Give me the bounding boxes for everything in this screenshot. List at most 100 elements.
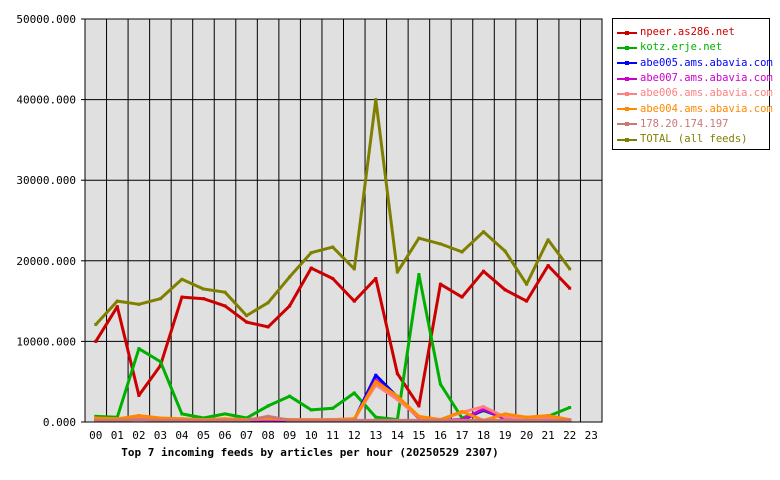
x-tick-label: 15: [412, 429, 425, 442]
data-point: [568, 418, 572, 422]
y-tick-label: 50000.000: [16, 13, 76, 26]
legend-item: TOTAL (all feeds): [617, 132, 769, 147]
data-point: [352, 391, 356, 395]
x-tick-label: 03: [154, 429, 167, 442]
data-point: [374, 378, 378, 382]
x-axis-ticks: 00 01 02 03 04 05 06 07 08 09 10 11 12 13 14 15 16 17 18 19…: [89, 429, 598, 442]
y-tick-label: 10000.000: [16, 335, 76, 348]
data-point: [352, 267, 356, 271]
data-point: [503, 415, 507, 419]
data-point: [309, 251, 313, 255]
x-tick-label: 13: [369, 429, 382, 442]
data-point: [94, 322, 98, 326]
data-point: [331, 245, 335, 249]
data-point: [266, 325, 270, 329]
data-point: [180, 417, 184, 421]
legend-item: abe007.ams.abavia.com: [617, 71, 773, 86]
series-group: [94, 264, 572, 408]
data-point: [374, 277, 378, 281]
data-point: [137, 415, 141, 419]
data-point: [223, 418, 227, 422]
data-point: [115, 305, 119, 309]
data-point: [482, 230, 486, 234]
data-point: [395, 397, 399, 401]
x-tick-label: 04: [175, 429, 189, 442]
data-point: [94, 416, 98, 420]
legend-label: kotz.erje.net: [640, 41, 723, 54]
x-tick-label: 10: [305, 429, 318, 442]
data-point: [331, 406, 335, 410]
data-point: [288, 304, 292, 308]
legend-swatch: [617, 89, 637, 99]
data-point: [180, 277, 184, 281]
y-tick-label: 20000.000: [16, 255, 76, 268]
data-point: [158, 418, 162, 422]
data-point: [395, 394, 399, 398]
data-point: [288, 418, 292, 422]
data-point: [417, 404, 421, 408]
data-point: [460, 418, 464, 422]
x-tick-label: 02: [132, 429, 145, 442]
data-point: [568, 405, 572, 409]
data-point: [374, 415, 378, 419]
data-point: [352, 417, 356, 421]
legend-item: kotz.erje.net: [617, 40, 769, 55]
data-point: [482, 405, 486, 409]
data-point: [417, 236, 421, 240]
legend-swatch: [617, 58, 637, 68]
data-point: [201, 418, 205, 422]
data-point: [266, 301, 270, 305]
data-point: [417, 414, 421, 418]
data-point: [395, 418, 399, 422]
data-point: [503, 288, 507, 292]
x-tick-label: 16: [434, 429, 447, 442]
y-tick-label: 30000.000: [16, 174, 76, 187]
data-point: [352, 299, 356, 303]
data-point: [158, 416, 162, 420]
x-tick-label: 08: [261, 429, 274, 442]
data-point: [503, 249, 507, 253]
data-point: [158, 360, 162, 364]
data-point: [331, 418, 335, 422]
legend-swatch: [617, 74, 637, 84]
y-tick-label: 0.000: [43, 416, 76, 429]
data-point: [115, 417, 119, 421]
x-tick-label: 09: [283, 429, 296, 442]
data-point: [223, 412, 227, 416]
data-point: [245, 320, 249, 324]
legend-label: npeer.as286.net: [640, 26, 735, 39]
data-point: [525, 418, 529, 422]
data-point: [417, 273, 421, 277]
data-point: [137, 347, 141, 351]
legend-item: abe006.ams.abavia.com: [617, 86, 773, 101]
data-point: [180, 418, 184, 422]
x-tick-label: 05: [197, 429, 210, 442]
data-point: [438, 382, 442, 386]
data-point: [223, 304, 227, 308]
data-point: [503, 412, 507, 416]
x-tick-label: 00: [89, 429, 102, 442]
data-point: [546, 418, 550, 422]
data-point: [266, 416, 270, 420]
data-point: [201, 416, 205, 420]
data-point: [266, 414, 270, 418]
x-tick-label: 20: [520, 429, 533, 442]
legend-item: abe004.ams.abavia.com: [617, 101, 773, 116]
legend-swatch: [617, 135, 637, 145]
data-point: [525, 299, 529, 303]
data-point: [374, 380, 378, 384]
data-point: [158, 297, 162, 301]
data-point: [503, 417, 507, 421]
data-point: [223, 417, 227, 421]
data-point: [546, 264, 550, 268]
data-point: [137, 302, 141, 306]
x-tick-label: 06: [218, 429, 231, 442]
data-point: [245, 314, 249, 318]
series-group: [94, 98, 572, 326]
x-tick-label: 14: [391, 429, 405, 442]
data-point: [374, 98, 378, 102]
data-point: [180, 412, 184, 416]
data-point: [309, 266, 313, 270]
x-tick-label: 01: [111, 429, 124, 442]
